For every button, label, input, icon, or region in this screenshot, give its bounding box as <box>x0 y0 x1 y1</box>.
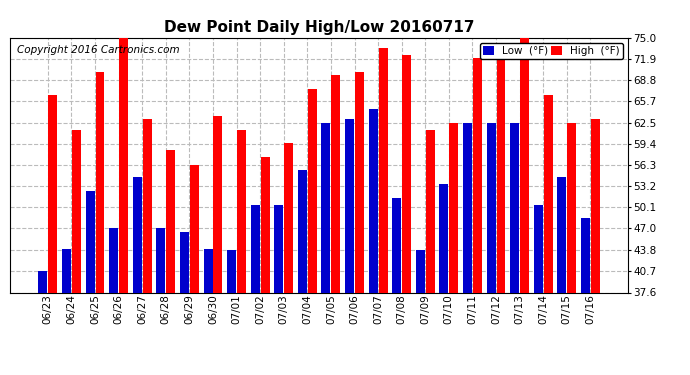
Bar <box>379 48 388 292</box>
Title: Dew Point Daily High/Low 20160717: Dew Point Daily High/Low 20160717 <box>164 20 475 35</box>
Bar <box>261 157 270 292</box>
Bar <box>402 54 411 292</box>
Bar <box>298 171 307 292</box>
Bar <box>497 48 506 292</box>
Bar <box>463 123 472 292</box>
Bar <box>109 228 118 292</box>
Bar <box>308 88 317 292</box>
Bar <box>426 129 435 292</box>
Bar <box>440 184 449 292</box>
Bar <box>95 72 104 292</box>
Bar <box>355 72 364 292</box>
Bar <box>473 58 482 292</box>
Bar <box>331 75 340 292</box>
Bar <box>119 34 128 292</box>
Bar <box>510 123 519 292</box>
Bar <box>132 177 141 292</box>
Bar <box>534 204 543 292</box>
Bar <box>581 218 590 292</box>
Bar <box>86 191 95 292</box>
Bar <box>48 96 57 292</box>
Bar <box>558 177 566 292</box>
Bar <box>190 165 199 292</box>
Bar <box>520 38 529 292</box>
Bar <box>166 150 175 292</box>
Legend: Low  (°F), High  (°F): Low (°F), High (°F) <box>480 43 622 59</box>
Bar <box>544 96 553 292</box>
Bar <box>345 119 354 292</box>
Bar <box>204 249 213 292</box>
Bar <box>368 109 377 292</box>
Bar <box>567 123 576 292</box>
Bar <box>62 249 71 292</box>
Bar <box>275 204 284 292</box>
Bar <box>39 272 48 292</box>
Bar <box>180 232 189 292</box>
Bar <box>591 119 600 292</box>
Bar <box>416 250 425 292</box>
Bar <box>72 129 81 292</box>
Bar <box>392 198 401 292</box>
Bar <box>227 250 236 292</box>
Bar <box>250 204 259 292</box>
Bar <box>143 119 152 292</box>
Bar <box>157 228 166 292</box>
Bar <box>284 143 293 292</box>
Bar <box>213 116 222 292</box>
Bar <box>237 129 246 292</box>
Bar <box>449 123 458 292</box>
Text: Copyright 2016 Cartronics.com: Copyright 2016 Cartronics.com <box>17 45 179 55</box>
Bar <box>486 123 495 292</box>
Bar <box>322 123 331 292</box>
